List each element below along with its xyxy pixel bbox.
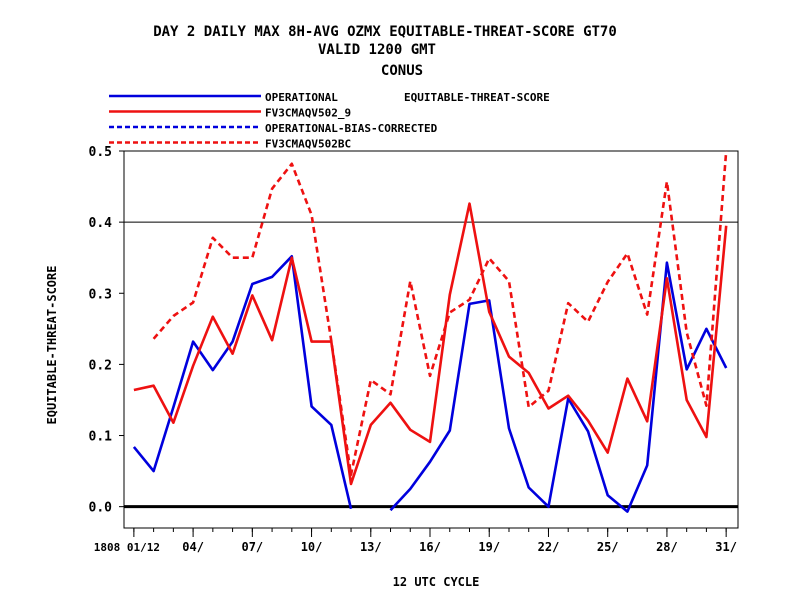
y-tick-label: 0.4 — [89, 216, 113, 231]
x-tick-label: 16/ — [419, 540, 441, 554]
legend-label-2: OPERATIONAL-BIAS-CORRECTED — [265, 122, 438, 135]
x-axis-label: 12 UTC CYCLE — [393, 575, 480, 589]
y-tick-label: 0.2 — [89, 358, 112, 373]
title-line-2: VALID 1200 GMT — [318, 42, 436, 58]
x-tick-label: 28/ — [656, 540, 678, 554]
x-tick-label: 1808 01/12 — [94, 541, 160, 554]
chart-title: DAY 2 DAILY MAX 8H-AVG OZMX EQUITABLE-TH… — [153, 24, 617, 79]
legend-label-1: FV3CMAQV502_9 — [265, 107, 351, 120]
y-tick-label: 0.1 — [89, 430, 113, 445]
series-line-fv3cmaqv502-9 — [133, 202, 728, 486]
legend-label-3: FV3CMAQV502BC — [265, 138, 351, 151]
x-tick-label: 25/ — [597, 540, 619, 554]
y-axis-label: EQUITABLE-THREAT-SCORE — [45, 266, 59, 425]
legend: OPERATIONAL FV3CMAQV502_9 OPERATIONAL-BIAS… — [109, 91, 438, 151]
x-tick-label: 19/ — [478, 540, 500, 554]
legend-caption: EQUITABLE-THREAT-SCORE — [404, 91, 550, 104]
title-line-1: DAY 2 DAILY MAX 8H-AVG OZMX EQUITABLE-TH… — [153, 24, 617, 40]
series-line-fv3cmaqv502bc — [152, 150, 728, 476]
x-tick-label: 31/ — [715, 540, 737, 554]
title-line-3: CONUS — [381, 63, 423, 79]
legend-label-0: OPERATIONAL — [265, 91, 338, 104]
y-tick-label: 0.5 — [89, 145, 112, 160]
x-tick-label: 04/ — [182, 540, 204, 554]
plot-frame — [123, 150, 739, 529]
x-tick-label: 07/ — [241, 540, 263, 554]
x-tick-label: 13/ — [360, 540, 382, 554]
axes: 0.0 0.1 0.2 0.3 0.4 0.5 1808 01/12 04/07/10/13/… — [89, 145, 739, 554]
series-line-operational — [132, 255, 728, 513]
series-layer — [132, 150, 728, 513]
y-tick-label: 0.0 — [89, 501, 113, 516]
x-tick-label: 10/ — [301, 540, 323, 554]
x-tick-label: 22/ — [538, 540, 560, 554]
y-tick-label: 0.3 — [89, 287, 112, 302]
